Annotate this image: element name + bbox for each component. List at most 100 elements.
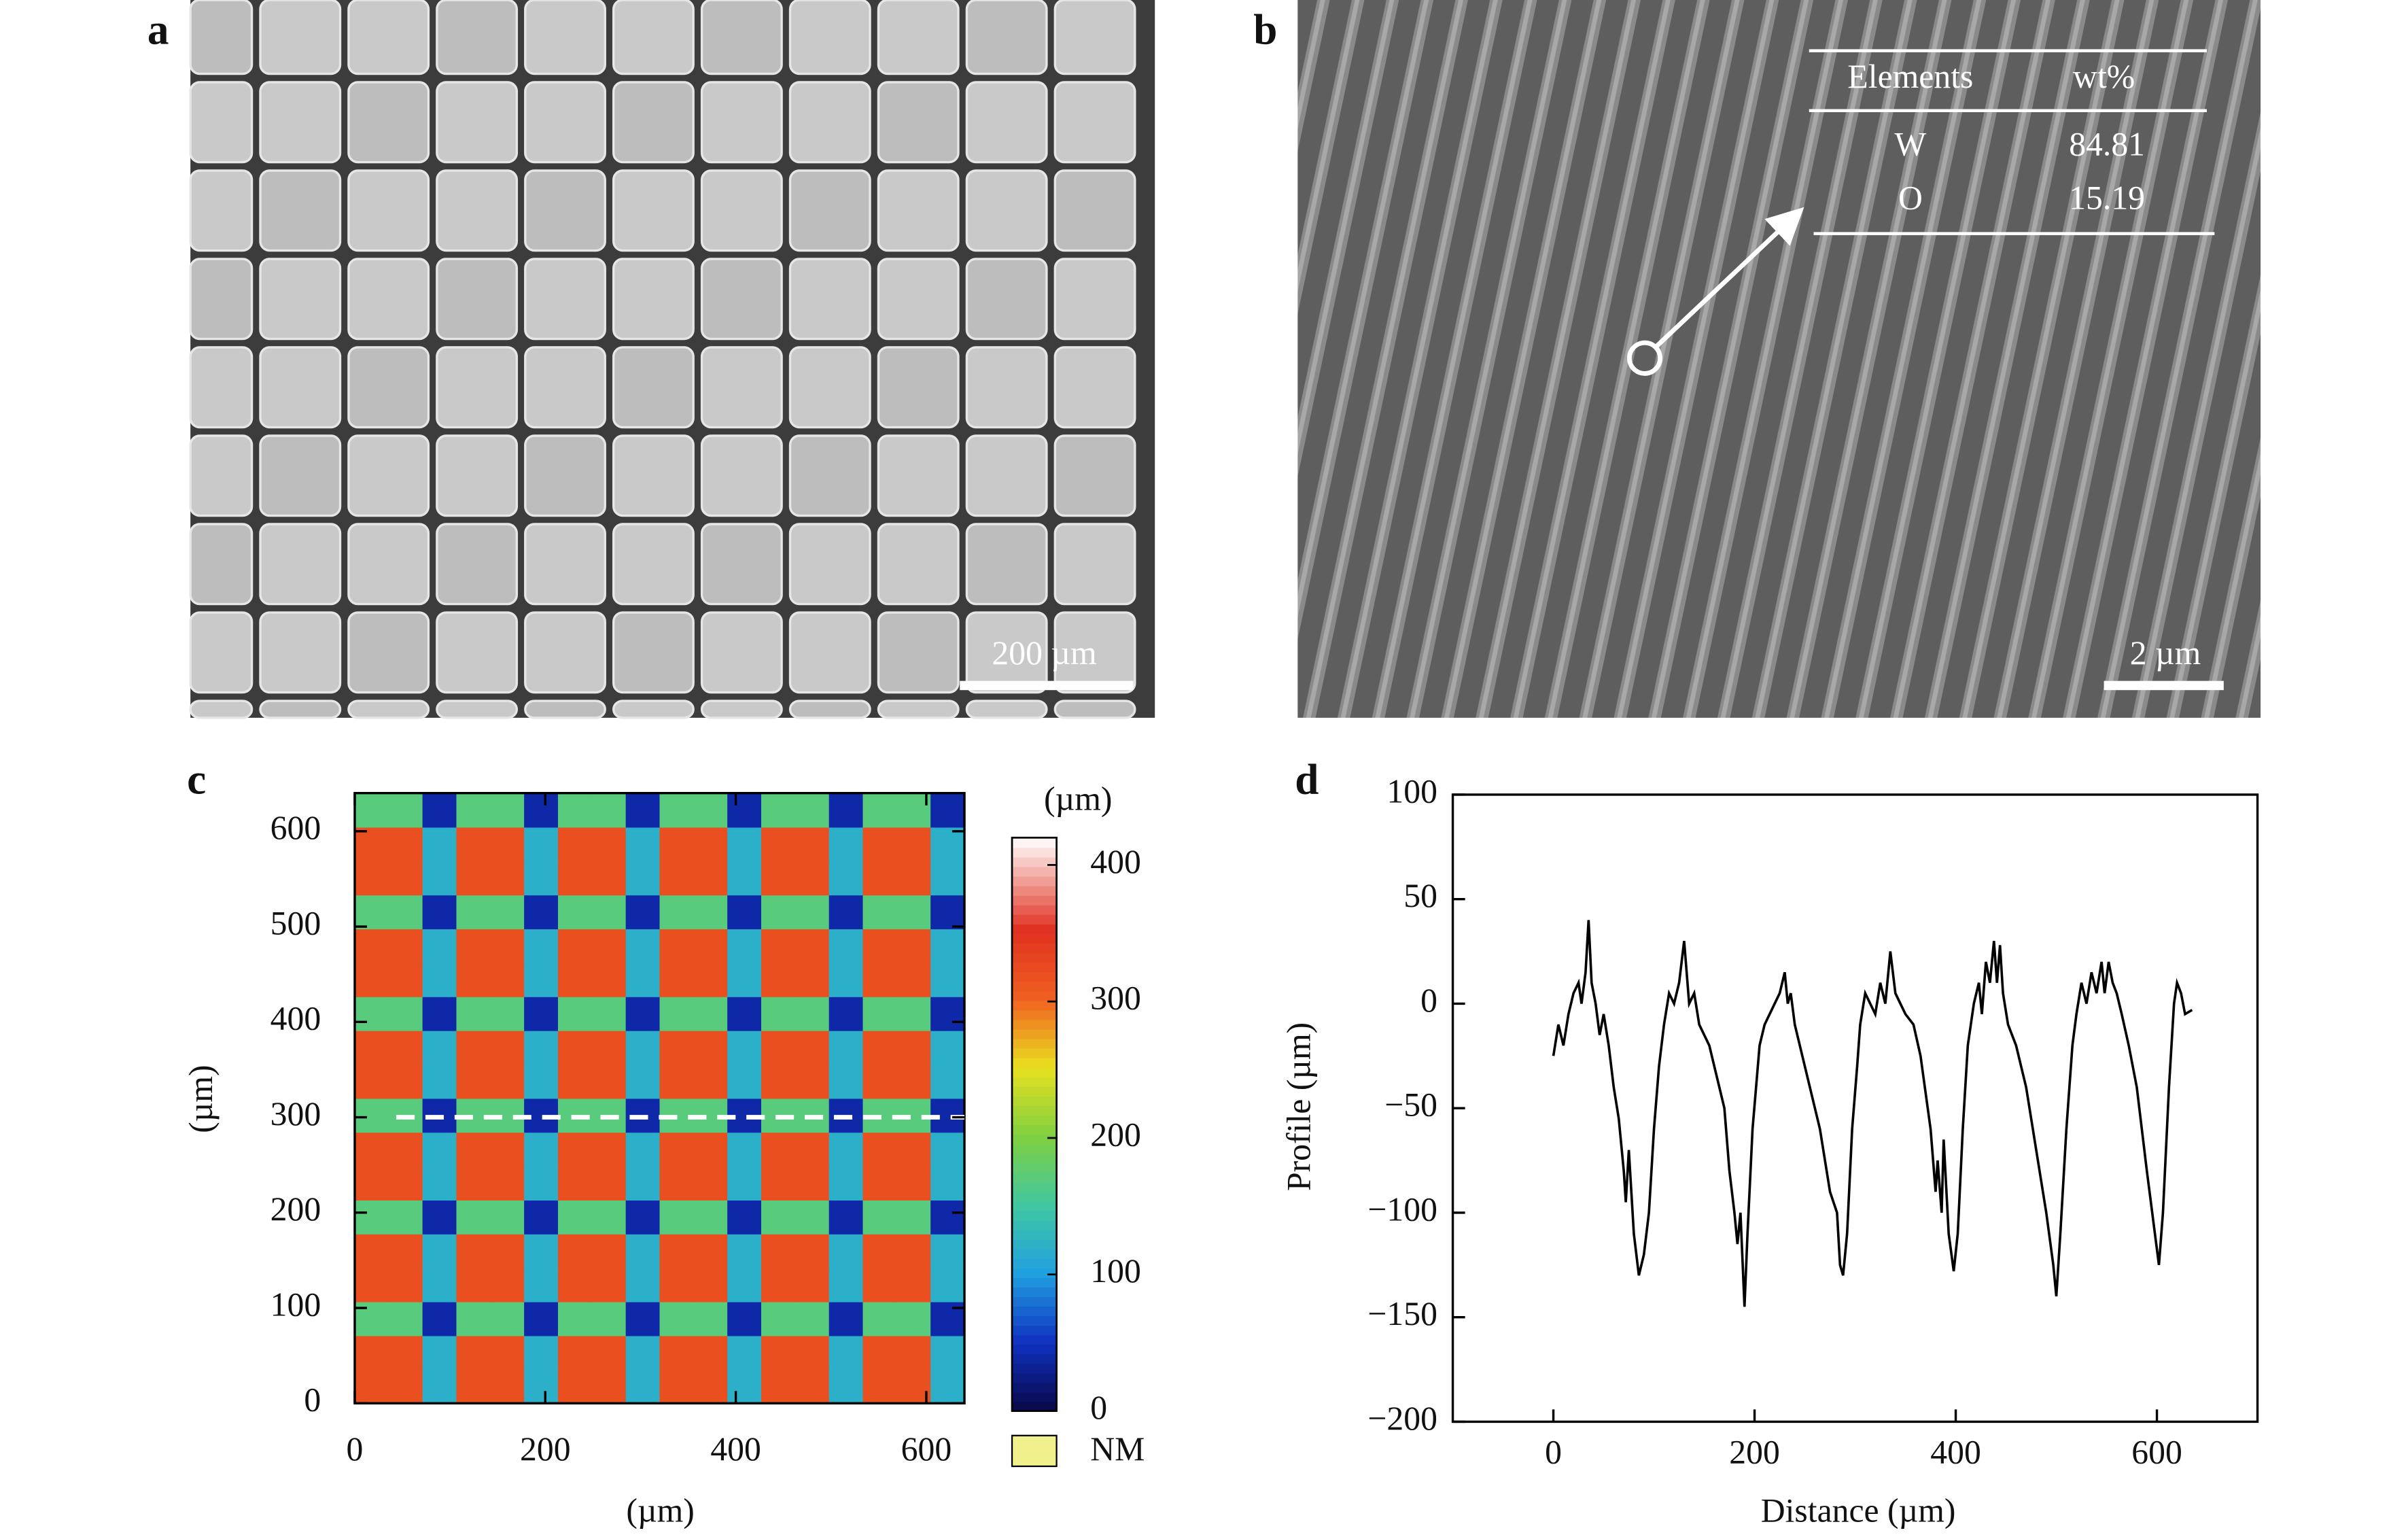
pillar — [436, 0, 519, 75]
heat-cell — [422, 895, 457, 930]
heat-cell — [591, 1267, 627, 1302]
heat-cell — [591, 861, 627, 896]
heat-cell — [557, 793, 593, 828]
heat-cell — [896, 1301, 932, 1336]
heat-cell — [524, 1267, 559, 1302]
heat-cell — [625, 1132, 661, 1167]
pillar — [436, 81, 519, 164]
y-tick-label: 300 — [271, 1095, 321, 1133]
colorbar-step — [1012, 1334, 1057, 1345]
heat-cell — [388, 1267, 423, 1302]
heat-cell — [354, 1132, 389, 1167]
heat-cell — [693, 1267, 729, 1302]
colorbar-step — [1012, 952, 1057, 963]
heat-cell — [422, 1267, 457, 1302]
colorbar-step — [1012, 1172, 1057, 1183]
heat-cell — [490, 1233, 525, 1268]
heat-cell — [862, 895, 898, 930]
x-tick-label: 400 — [710, 1430, 761, 1468]
heat-cell — [490, 1132, 525, 1167]
heat-cell — [456, 827, 491, 862]
pillar — [877, 169, 960, 252]
heat-cell — [896, 1166, 932, 1201]
heat-cell — [625, 1335, 661, 1370]
heat-cell — [422, 793, 457, 828]
heat-cell — [354, 1267, 389, 1302]
heat-cell — [795, 996, 830, 1031]
heat-cell — [490, 996, 525, 1031]
heat-cell — [828, 1064, 864, 1099]
pillar — [612, 258, 695, 341]
heat-cell — [693, 1369, 729, 1404]
y-tick-label: −150 — [1367, 1295, 1437, 1332]
heat-cell — [727, 1267, 762, 1302]
colorbar-step — [1012, 961, 1057, 973]
pillar — [788, 0, 871, 75]
heat-cell — [659, 1369, 695, 1404]
heat-cell — [930, 827, 965, 862]
colorbar-step — [1012, 1201, 1057, 1211]
pillar — [347, 258, 430, 341]
x-tick-label: 200 — [1729, 1434, 1780, 1471]
pillar — [877, 81, 960, 164]
pillar — [965, 346, 1048, 429]
heat-cell — [490, 861, 525, 896]
heat-cell — [557, 1301, 593, 1336]
heat-cell — [354, 963, 389, 997]
pillar — [524, 169, 606, 252]
heat-cell — [828, 1301, 864, 1336]
heat-cell — [896, 1132, 932, 1167]
heat-cell — [422, 1132, 457, 1167]
heat-cell — [727, 1200, 762, 1234]
scale-bar — [960, 680, 1134, 691]
pillar — [436, 434, 519, 517]
heat-cell — [524, 793, 559, 828]
heat-cell — [862, 963, 898, 997]
heat-cell — [591, 1030, 627, 1065]
x-axis-label: Distance (µm) — [1761, 1491, 1956, 1529]
pillar — [189, 523, 254, 606]
heat-cell — [456, 1233, 491, 1268]
colorbar-step — [1012, 1000, 1057, 1011]
colorbar-step — [1012, 1076, 1057, 1087]
plot-frame — [1451, 793, 2259, 1423]
heat-cell — [625, 1267, 661, 1302]
heat-cell — [659, 895, 695, 930]
pillar — [347, 169, 430, 252]
heat-cell — [930, 1267, 965, 1302]
colorbar-step — [1012, 1210, 1057, 1221]
heat-cell — [557, 1369, 593, 1404]
pillar — [436, 258, 519, 341]
pillar — [1053, 700, 1136, 719]
pillar — [965, 258, 1048, 341]
colorbar-step — [1012, 895, 1057, 905]
colorbar-step — [1012, 1095, 1057, 1106]
pillar — [259, 169, 342, 252]
pillar — [189, 169, 254, 252]
heat-cell — [693, 895, 729, 930]
heat-cell — [490, 963, 525, 997]
heat-cell — [354, 1369, 389, 1404]
colorbar-step — [1012, 1153, 1057, 1164]
table-cell: O — [1898, 179, 1923, 217]
heat-cell — [862, 1132, 898, 1167]
heat-cell — [930, 895, 965, 930]
plot-frame — [353, 791, 966, 1404]
heat-cell — [591, 1064, 627, 1099]
heat-cell — [456, 1132, 491, 1167]
heat-cell — [422, 827, 457, 862]
colorbar-step — [1012, 1086, 1057, 1096]
heat-cell — [557, 895, 593, 930]
heat-cell — [354, 1233, 389, 1268]
heat-cell — [557, 1064, 593, 1099]
heat-cell — [795, 1267, 830, 1302]
heat-cell — [422, 929, 457, 963]
heat-cell — [862, 1301, 898, 1336]
pillar — [612, 434, 695, 517]
pillar — [700, 258, 783, 341]
y-tick-label: 50 — [1403, 877, 1437, 914]
pillar — [436, 611, 519, 694]
heat-cell — [354, 1335, 389, 1370]
heat-cell — [354, 929, 389, 963]
